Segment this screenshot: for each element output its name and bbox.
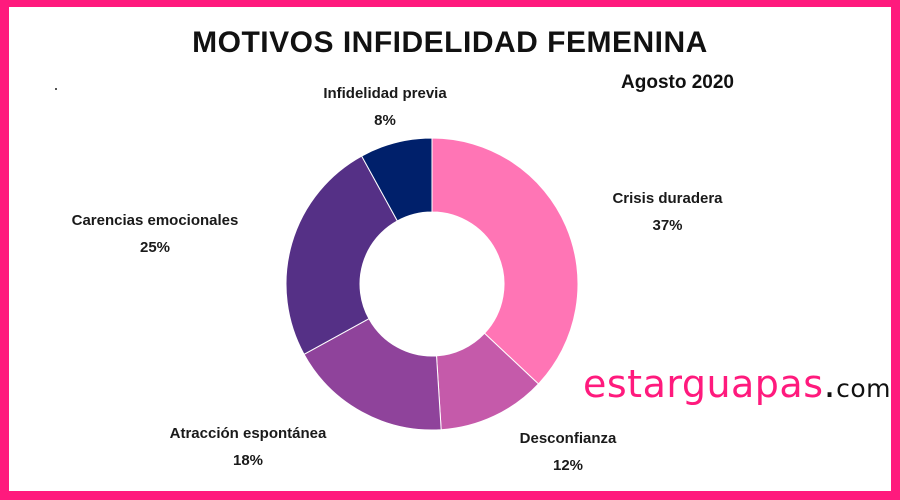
label-crisis-duradera: Crisis duradera 37% [590,185,745,239]
label-atraccion-espontanea: Atracción espontánea 18% [138,420,358,474]
label-infidelidad-previa: Infidelidad previa 8% [300,80,470,134]
label-value: 25% [139,239,171,256]
label-value: 37% [652,217,683,234]
chart-subtitle: Agosto 2020 [621,72,734,93]
label-name: Desconfianza [519,430,617,447]
label-desconfianza: Desconfianza 12% [498,425,638,479]
slice-atracci-n-espont-nea [303,318,442,431]
stray-dot [55,88,57,90]
label-name: Carencias emocionales [71,212,239,229]
slice-carencias-emocionales [285,155,398,356]
slice-crisis-duradera [431,137,579,385]
slice-infidelidad-previa [360,137,433,222]
label-name: Infidelidad previa [323,85,447,102]
label-value: 12% [552,457,584,474]
label-carencias-emocionales: Carencias emocionales 25% [45,207,265,261]
label-value: 8% [374,112,396,129]
label-name: Atracción espontánea [169,425,327,442]
brand-logo: estarguapas.com [583,362,892,406]
label-value: 18% [232,452,264,469]
chart-title: MOTIVOS INFIDELIDAD FEMENINA [192,26,708,59]
label-name: Crisis duradera [612,190,723,207]
